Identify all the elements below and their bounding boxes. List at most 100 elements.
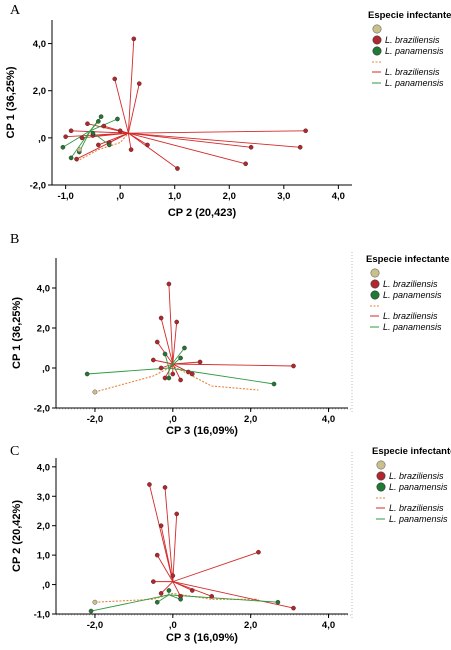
point-braziliensis — [197, 359, 203, 365]
y-tick-label: 3,0 — [37, 492, 50, 503]
legend-marker-braziliensis — [372, 35, 382, 45]
point-braziliensis — [243, 161, 248, 167]
point-braziliensis — [151, 357, 156, 363]
y-tick-label: 2,0 — [37, 324, 50, 335]
y-tick-label: ,0 — [42, 580, 50, 591]
legend-marker-braziliensis — [376, 471, 386, 481]
legend-marker-panamensis — [370, 290, 380, 300]
point-panamensis — [178, 355, 183, 361]
point-panamensis — [154, 599, 160, 605]
spoke-panamensis — [168, 367, 275, 385]
x-tick-label: ,0 — [169, 620, 177, 631]
spoke-braziliensis — [160, 581, 174, 594]
x-axis-label: CP 3 (16,09%) — [166, 632, 238, 644]
point-braziliensis — [136, 81, 142, 86]
panel-c: C -2,0 ,0 2,0 4,0 -1,0 ,0 1,0 2,0 3,0 4,0 CP 3 (16,… — [10, 444, 451, 644]
x-tick-label: 4,0 — [322, 620, 335, 631]
spoke-braziliensis — [149, 484, 174, 582]
point-braziliensis — [79, 135, 85, 141]
spoke-braziliensis — [114, 78, 129, 134]
spoke-braziliensis — [128, 132, 301, 148]
point-panamensis — [68, 155, 74, 161]
unclassified-marker — [76, 147, 82, 153]
spoke-braziliensis — [172, 361, 201, 365]
point-braziliensis — [158, 591, 164, 596]
x-tick-label: ,0 — [116, 191, 124, 202]
spoke-braziliensis — [172, 363, 181, 381]
spoke-braziliensis — [172, 321, 178, 365]
legend-label-braziliensis-line: L. braziliensis — [389, 503, 444, 513]
x-tick-label: -1,0 — [57, 191, 73, 202]
x-tick-label: -2,0 — [87, 620, 103, 631]
spoke-panamensis — [87, 367, 169, 375]
x-tick-label: 2,0 — [223, 191, 236, 202]
spoke-braziliensis — [153, 359, 173, 365]
y-tick-label: 2,0 — [37, 521, 50, 532]
legend-title: Especie infectante — [372, 446, 451, 457]
panel-a: A -1,0 ,0 1,0 2,0 3,0 4,0 -2,0 ,0 2,0 4,0 CP 2 (20,… — [5, 3, 451, 219]
spoke-braziliensis — [172, 551, 259, 583]
spoke-braziliensis — [160, 525, 174, 582]
panel-b: B -2,0 ,0 2,0 4,0 -2,0 ,0 2,0 4,0 CP 3 (16,09%) CP… — [10, 232, 449, 437]
point-braziliensis — [170, 371, 176, 377]
spoke-braziliensis — [127, 133, 132, 150]
point-braziliensis — [131, 36, 137, 42]
panel-letter: B — [10, 232, 19, 247]
point-braziliensis — [189, 588, 195, 593]
spoke-panamensis — [62, 130, 91, 148]
point-braziliensis — [154, 339, 160, 345]
point-panamensis — [106, 142, 112, 148]
x-tick-label: ,0 — [169, 414, 177, 425]
orange-connector-line — [94, 592, 259, 603]
point-braziliensis — [147, 482, 152, 487]
point-braziliensis — [175, 166, 180, 171]
point-panamensis — [88, 608, 94, 614]
point-braziliensis — [158, 523, 164, 528]
spoke-braziliensis — [172, 513, 178, 582]
spoke-braziliensis — [172, 581, 181, 597]
spoke-braziliensis — [127, 38, 135, 134]
x-tick-label: 2,0 — [244, 620, 257, 631]
point-panamensis — [162, 351, 168, 357]
point-braziliensis — [209, 594, 215, 599]
legend-label-panamensis-line: L. panamensis — [383, 322, 442, 332]
spoke-braziliensis — [172, 363, 294, 367]
point-panamensis — [166, 375, 172, 381]
spoke-braziliensis — [160, 317, 174, 365]
spoke-panamensis — [156, 594, 170, 603]
spoke-panamensis — [164, 353, 170, 369]
legend-marker-unknown — [376, 460, 386, 470]
legend-label-panamensis-line: L. panamensis — [385, 78, 444, 88]
y-tick-label: ,0 — [42, 364, 50, 375]
point-braziliensis — [297, 144, 303, 150]
legend-label-panamensis-line: L. panamensis — [389, 514, 448, 524]
x-tick-label: 3,0 — [277, 191, 290, 202]
x-tick-label: 2,0 — [244, 414, 257, 425]
point-panamensis — [182, 345, 187, 351]
point-braziliensis — [186, 369, 191, 375]
legend-label-braziliensis: L. braziliensis — [383, 279, 438, 289]
spoke-braziliensis — [71, 130, 129, 134]
y-tick-label: 2,0 — [33, 86, 46, 97]
point-panamensis — [115, 116, 120, 122]
point-braziliensis — [189, 371, 195, 377]
point-braziliensis — [162, 375, 168, 381]
x-axis-label: CP 3 (16,09%) — [166, 425, 238, 437]
point-braziliensis — [170, 573, 176, 579]
y-tick-label: -2,0 — [30, 181, 46, 192]
spoke-panamensis — [168, 347, 185, 369]
spoke-panamensis — [168, 594, 278, 603]
legend-marker-unknown — [370, 268, 380, 278]
y-tick-label: 4,0 — [37, 462, 50, 473]
legend-label-panamensis: L. panamensis — [389, 482, 448, 492]
x-tick-label: 4,0 — [332, 191, 345, 202]
point-braziliensis — [85, 121, 90, 127]
legend-marker-panamensis — [376, 482, 386, 492]
point-panamensis — [60, 144, 66, 150]
point-braziliensis — [145, 142, 150, 148]
point-braziliensis — [128, 147, 134, 152]
unclassified-marker — [92, 599, 98, 605]
